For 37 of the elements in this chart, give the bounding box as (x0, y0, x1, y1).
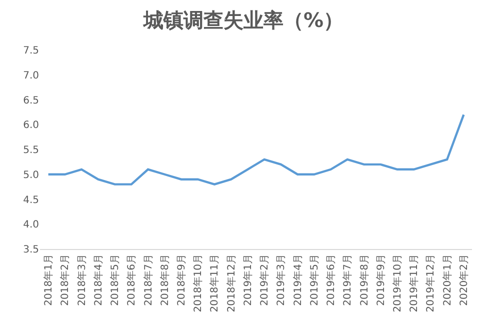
y-tick-label: 5.0 (23, 170, 39, 181)
x-tick-label: 2019年12月 (424, 254, 437, 312)
y-tick-label: 4.0 (23, 220, 39, 231)
y-tick-label: 7.0 (23, 70, 39, 82)
x-tick-label: 2019年10月 (391, 254, 404, 312)
y-tick-label: 4.5 (23, 194, 39, 206)
x-tick-label: 2018年9月 (175, 254, 188, 306)
x-tick-label: 2018年12月 (225, 254, 238, 312)
x-tick-label: 2018年5月 (109, 254, 122, 306)
chart-title: 城镇调查失业率（%） (142, 8, 344, 32)
x-tick-label: 2019年4月 (292, 254, 304, 306)
x-tick-label: 2019年1月 (242, 254, 254, 306)
y-tick-label: 3.5 (23, 244, 39, 256)
x-tick-label: 2018年2月 (59, 254, 72, 306)
x-tick-label: 2019年5月 (308, 254, 320, 306)
x-tick-label: 2019年2月 (258, 254, 271, 306)
y-tick-label: 7.5 (23, 46, 39, 56)
x-tick-label: 2018年10月 (192, 254, 204, 312)
x-tick-label: 2018年7月 (142, 254, 154, 306)
y-tick-label: 6.5 (23, 95, 39, 106)
x-tick-label: 2018年4月 (92, 254, 104, 306)
x-tick-label: 2020年1月 (441, 254, 454, 306)
x-tick-label: 2019年3月 (275, 254, 288, 306)
x-tick-label: 2019年7月 (342, 254, 354, 306)
x-tick-label: 2018年1月 (42, 254, 55, 306)
x-tick-label: 2019年6月 (325, 254, 338, 306)
line-series (47, 114, 465, 186)
x-tick-label: 2018年6月 (126, 254, 138, 306)
y-tick-label: 6.0 (23, 120, 39, 132)
x-tick-label: 2018年11月 (208, 254, 221, 312)
y-tick-label: 5.5 (23, 145, 39, 156)
x-tick-label: 2019年8月 (358, 254, 370, 306)
x-tick-label: 2019年9月 (374, 254, 387, 306)
x-tick-label: 2019年11月 (408, 254, 420, 312)
x-tick-label: 2020年2月 (458, 254, 470, 306)
x-tick-label: 2018年3月 (76, 254, 88, 306)
x-tick-label: 2018年8月 (158, 254, 171, 306)
